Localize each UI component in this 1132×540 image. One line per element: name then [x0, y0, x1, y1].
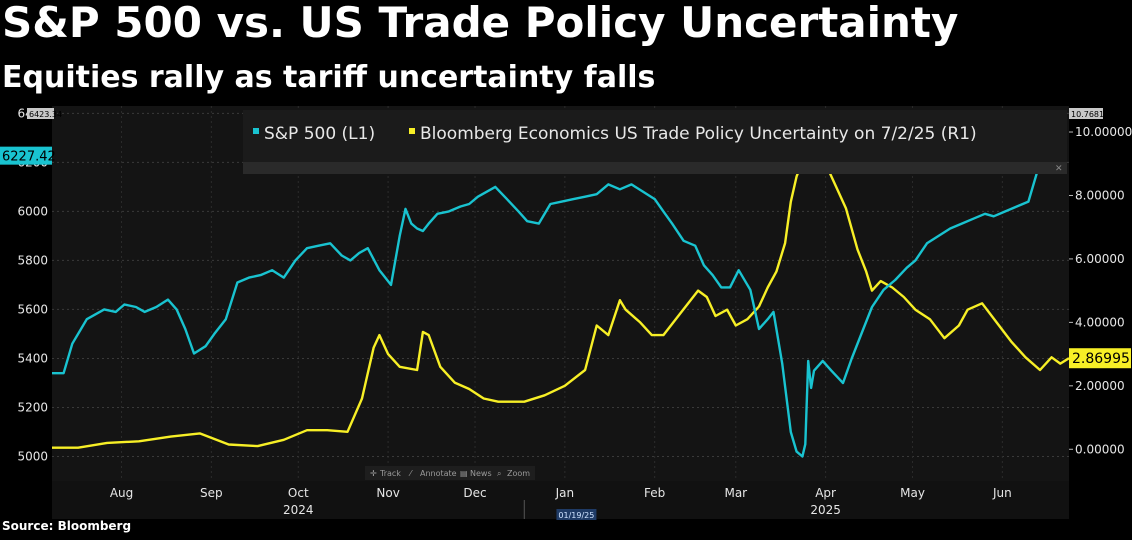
right-axis-top-label-box — [1069, 108, 1103, 119]
uncertainty-last-value-tag — [1069, 348, 1131, 369]
right-tick-label: 4.00000 — [1075, 315, 1125, 329]
tool-track-icon[interactable]: ✛ — [370, 469, 377, 478]
x-tick-label: Jan — [555, 486, 575, 500]
right-tick-label: 0.00000 — [1075, 442, 1125, 456]
tool-zoom-icon[interactable]: ⌕ — [497, 469, 501, 478]
x-tick-label: Sep — [200, 486, 223, 500]
left-tick-label: 5200 — [17, 400, 48, 414]
left-tick-label: 5000 — [17, 449, 48, 463]
x-axis-months: Aug Sep Oct Nov Dec Jan Feb Mar Apr May Jun — [110, 486, 1012, 500]
x-tick-label: May — [900, 486, 925, 500]
x-tick-label: Mar — [724, 486, 747, 500]
legend-label-trade-policy-uncertainty: Bloomberg Economics US Trade Policy Unce… — [420, 124, 977, 144]
sp500-last-value-tag — [0, 146, 52, 165]
chart-title: S&P 500 vs. US Trade Policy Uncertainty — [2, 0, 959, 47]
left-axis: 50005200540056005800600062006400 — [17, 106, 48, 463]
tool-zoom-label[interactable]: Zoom — [507, 469, 530, 478]
x-tick-label: Feb — [644, 486, 665, 500]
x-tick-label: Dec — [463, 486, 486, 500]
left-tick-label: 5800 — [17, 253, 48, 267]
series-line-trade-policy-uncertainty — [52, 153, 1070, 449]
sp500-last-value-label: 6227.42 — [2, 150, 56, 165]
uncertainty-last-value-label: 2.86995 — [1072, 351, 1130, 367]
x-tick-label: Aug — [110, 486, 133, 500]
chart-subtitle: Equities rally as tariff uncertainty fal… — [2, 60, 656, 95]
right-tick-label: 10.00000 — [1075, 125, 1132, 139]
tool-annotate-label[interactable]: Annotate — [420, 469, 457, 478]
tool-news-label[interactable]: News — [470, 469, 492, 478]
legend-close-icon[interactable]: ✕ — [1055, 164, 1063, 174]
x-year-label: 2025 — [810, 503, 841, 517]
x-year-label: 2024 — [283, 503, 314, 517]
right-axis: 0.00000 2.00000 4.00000 6.00000 8.00000 10.00… — [1069, 125, 1132, 456]
left-tick-label: 5400 — [17, 351, 48, 365]
legend-swatch-sp500 — [253, 128, 259, 134]
left-axis-top-label: 6423.34 — [29, 110, 62, 119]
right-axis-top-label: 10.76812 — [1071, 110, 1109, 119]
tool-news-icon[interactable]: ▤ — [460, 469, 468, 478]
crosshair-date-box — [556, 509, 597, 520]
crosshair-date-label: 01/19/25 — [558, 511, 594, 520]
tool-track-label[interactable]: Track — [379, 469, 401, 478]
right-tick-label: 6.00000 — [1075, 252, 1125, 266]
legend-label-sp500: S&P 500 (L1) — [264, 124, 375, 144]
series-line-sp500 — [52, 154, 1059, 458]
tool-annotate-icon[interactable]: ⁄ — [408, 469, 413, 478]
left-tick-label: 6000 — [17, 204, 48, 218]
chart-toolbar: ✛ Track ⁄ Annotate ▤ News ⌕ Zoom — [365, 466, 535, 480]
x-tick-label: Nov — [376, 486, 399, 500]
left-tick-label: 5600 — [17, 302, 48, 316]
legend-strip — [243, 162, 1067, 174]
source-note: Source: Bloomberg — [2, 519, 132, 533]
x-tick-label: Apr — [815, 486, 836, 500]
x-tick-label: Oct — [288, 486, 309, 500]
right-tick-label: 8.00000 — [1075, 188, 1125, 202]
left-axis-top-label-box — [27, 108, 54, 119]
legend-swatch-trade-policy-uncertainty — [409, 128, 415, 134]
x-tick-label: Jun — [992, 486, 1012, 500]
x-axis-years: 2024 2025 — [283, 503, 841, 517]
right-tick-label: 2.00000 — [1075, 379, 1125, 393]
